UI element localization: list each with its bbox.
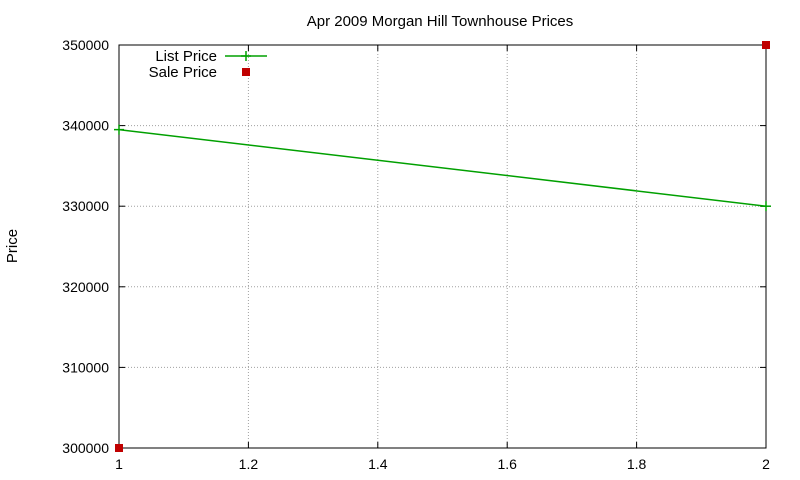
axis-ticks: 1 1.2 1.4 1.6 1.8 2 300000 310000 320000 330000 34… [62,37,770,472]
list-price-point [761,201,771,212]
list-price-point [114,124,124,135]
x-tick-label: 1.4 [368,456,388,472]
y-tick-label: 330000 [62,198,109,214]
sale-price-point [762,41,770,49]
x-tick-label: 2 [762,456,770,472]
plot-frame [118,44,767,449]
x-tick-label: 1.8 [627,456,647,472]
y-tick-label: 350000 [62,37,109,53]
y-tick-label: 300000 [62,440,109,456]
list-price-line [118,128,767,207]
grid [119,45,766,448]
y-tick-label: 310000 [62,359,109,375]
y-axis-label: Price [4,229,21,263]
chart-title: Apr 2009 Morgan Hill Townhouse Prices [307,13,574,30]
x-tick-label: 1.6 [497,456,517,472]
y-tick-label: 340000 [62,118,109,134]
legend-label-list-price: List Price [155,48,217,65]
legend-marker-sale-price [242,68,250,76]
legend-label-sale-price: Sale Price [149,64,217,81]
sale-price-point [115,444,123,452]
x-tick-label: 1.2 [239,456,259,472]
y-tick-label: 320000 [62,279,109,295]
legend-marker-list-price [241,51,251,61]
x-tick-label: 1 [115,456,123,472]
series-layer [114,41,771,452]
